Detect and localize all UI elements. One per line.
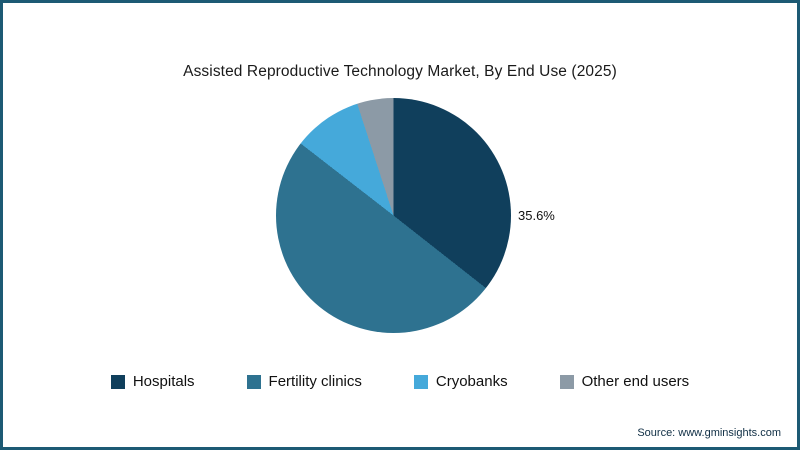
legend-swatch-cryobanks [413, 374, 428, 389]
chart-title: Assisted Reproductive Technology Market,… [183, 63, 617, 80]
legend-item-cryobanks: Cryobanks [413, 373, 508, 390]
legend-label-hospitals: Hospitals [132, 373, 195, 390]
legend-swatch-hospitals [110, 374, 125, 389]
source-attribution: Source: www.gminsights.com [637, 427, 781, 439]
pie-chart [276, 98, 511, 333]
hospitals-percent-label: 35.6% [518, 208, 555, 223]
legend-label-fertility-clinics: Fertility clinics [268, 373, 362, 390]
legend-item-hospitals: Hospitals [110, 373, 195, 390]
legend-label-other-end-users: Other end users [581, 373, 690, 390]
legend-label-cryobanks: Cryobanks [435, 373, 508, 390]
legend-item-fertility-clinics: Fertility clinics [246, 373, 362, 390]
legend-swatch-other-end-users [559, 374, 574, 389]
legend-swatch-fertility-clinics [246, 374, 261, 389]
legend: Hospitals Fertility clinics Cryobanks Ot… [3, 373, 797, 390]
legend-item-other-end-users: Other end users [559, 373, 690, 390]
